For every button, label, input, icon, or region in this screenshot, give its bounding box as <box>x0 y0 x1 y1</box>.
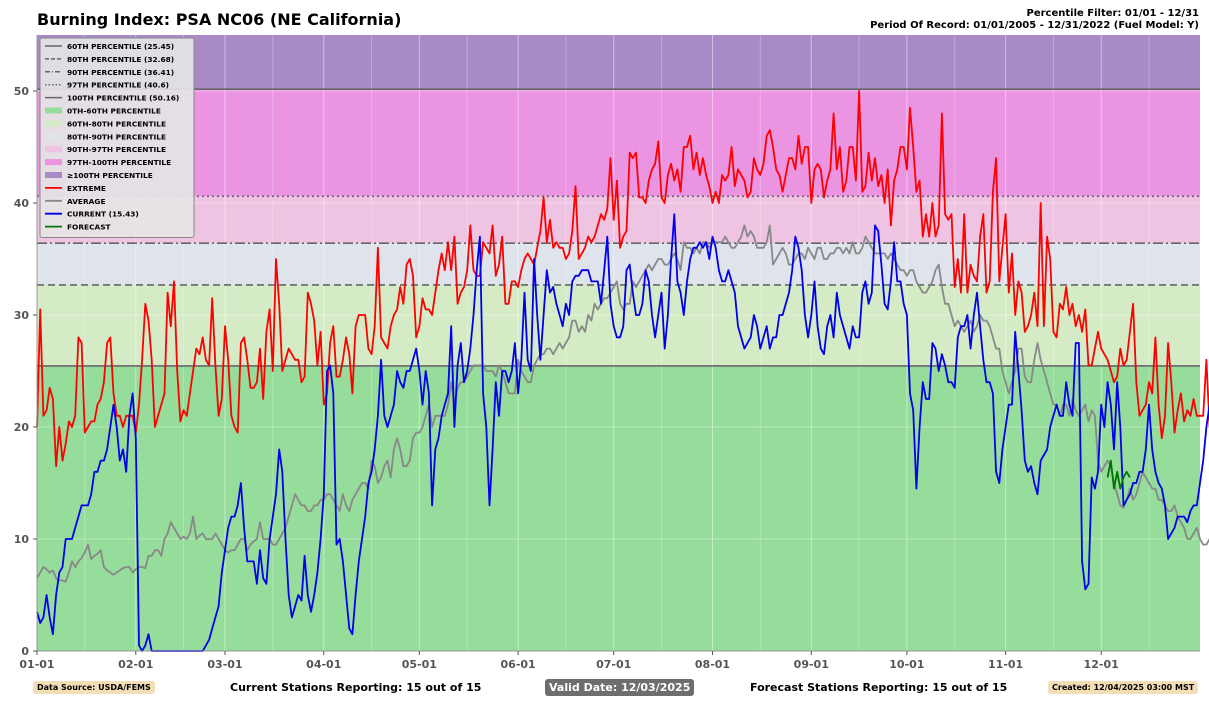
legend-entry-label: 60TH PERCENTILE (25.45) <box>67 42 174 51</box>
band-4 <box>37 89 1200 197</box>
period-of-record: Period Of Record: 01/01/2005 - 12/31/202… <box>870 20 1199 31</box>
legend-band-swatch <box>45 146 62 153</box>
legend-entry-label: 60TH-80TH PERCENTILE <box>67 119 166 128</box>
legend-band-swatch <box>45 172 62 178</box>
legend-band-swatch <box>45 107 62 114</box>
series-line-2 <box>36 213 1209 652</box>
legend-band-swatch <box>45 133 62 140</box>
x-tick-label: 12-01 <box>1084 658 1119 671</box>
x-tick-label: 11-01 <box>988 658 1023 671</box>
header-info: Percentile Filter: 01/01 - 12/31 Period … <box>870 8 1199 32</box>
percentile-bands <box>37 35 1200 651</box>
legend-entry-label: 90TH PERCENTILE (36.41) <box>67 68 174 77</box>
legend-entry-label: 90TH-97TH PERCENTILE <box>67 145 166 154</box>
band-0 <box>37 365 1200 651</box>
percentile-filter: Percentile Filter: 01/01 - 12/31 <box>1026 8 1199 19</box>
x-tick-label: 06-01 <box>501 658 536 671</box>
legend-box <box>39 37 195 238</box>
x-tick-label: 08-01 <box>695 658 730 671</box>
legend-entry-label: 97TH-100TH PERCENTILE <box>67 158 171 167</box>
y-tick-label: 10 <box>14 533 30 546</box>
x-tick-label: 10-01 <box>889 658 924 671</box>
y-tick-label: 20 <box>14 421 30 434</box>
legend: 60TH PERCENTILE (25.45) 80TH PERCENTILE (… <box>39 37 195 238</box>
band-2 <box>37 243 1200 285</box>
legend-band-swatch <box>45 120 62 127</box>
legend-entry-label: 80TH-90TH PERCENTILE <box>67 132 166 141</box>
legend-entry-label: FORECAST <box>67 223 111 232</box>
x-tick-label: 03-01 <box>207 658 242 671</box>
chart-title: Burning Index: PSA NC06 (NE California) <box>37 10 402 29</box>
x-tick-label: 05-01 <box>402 658 437 671</box>
data-source-badge: Data Source: USDA/FEMS <box>33 681 155 694</box>
legend-entry-label: 100TH PERCENTILE (50.16) <box>67 94 179 103</box>
x-tick-label: 09-01 <box>794 658 829 671</box>
legend-entry-label: 80TH PERCENTILE (32.68) <box>67 55 174 64</box>
current-stations-reporting: Current Stations Reporting: 15 out of 15 <box>230 681 482 694</box>
series-line-3 <box>1106 459 1131 490</box>
y-tick-label: 40 <box>14 197 30 210</box>
x-tick-label: 01-01 <box>19 658 54 671</box>
valid-date-badge: Valid Date: 12/03/2025 <box>545 679 695 696</box>
legend-entry-label: CURRENT (15.43) <box>67 210 139 219</box>
x-tick-label: 07-01 <box>596 658 631 671</box>
x-tick-label: 02-01 <box>118 658 153 671</box>
legend-entry-label: EXTREME <box>67 184 106 193</box>
axes: 01-01 02-01 03-01 04-01 05-01 06-01 07-01 08-01… <box>14 35 1200 671</box>
y-tick-label: 0 <box>21 645 29 658</box>
forecast-stations-reporting: Forecast Stations Reporting: 15 out of 1… <box>750 681 1008 694</box>
series-line-0 <box>36 90 1209 468</box>
data-series <box>36 90 1209 652</box>
y-tick-label: 50 <box>14 85 30 98</box>
legend-entry-label: 0TH-60TH PERCENTILE <box>67 107 161 116</box>
band-5 <box>37 35 1200 90</box>
legend-entry-label: AVERAGE <box>67 197 106 206</box>
legend-entry-label: ≥100TH PERCENTILE <box>67 171 153 180</box>
y-tick-label: 30 <box>14 309 30 322</box>
legend-band-swatch <box>45 159 62 166</box>
x-tick-label: 04-01 <box>306 658 341 671</box>
created-badge: Created: 12/04/2025 03:00 MST <box>1048 681 1199 694</box>
legend-entry-label: 97TH PERCENTILE (40.6) <box>67 81 169 90</box>
